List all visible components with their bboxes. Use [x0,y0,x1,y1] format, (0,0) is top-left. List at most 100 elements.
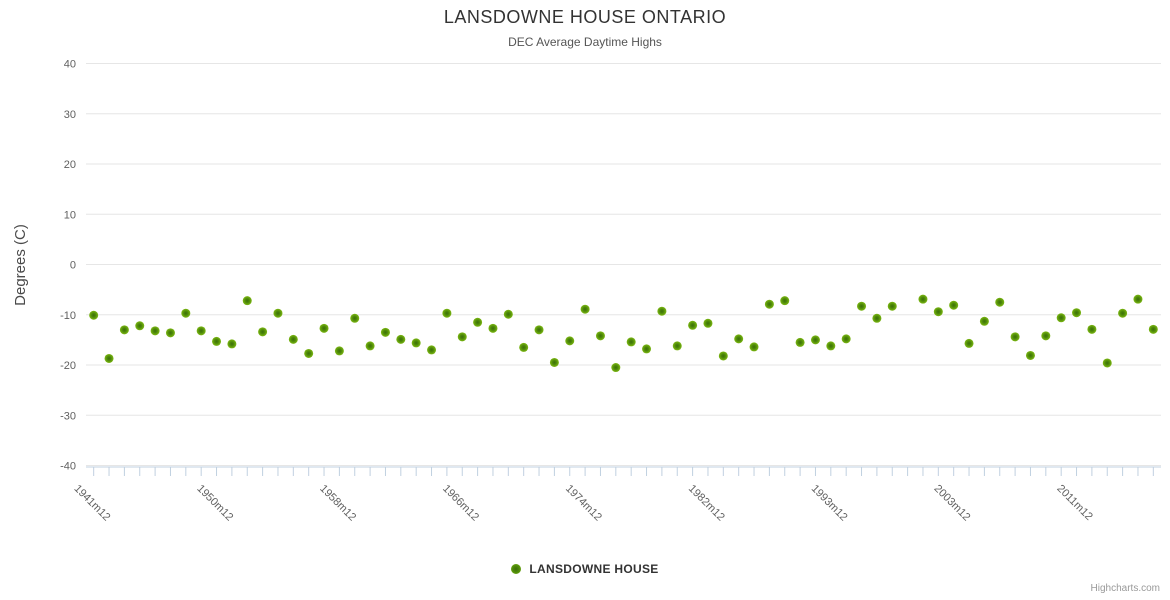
data-point[interactable] [826,341,836,351]
data-point[interactable] [119,325,129,335]
x-tick-label: 1941m12 [72,483,113,524]
data-point[interactable] [595,331,605,341]
x-tick-label: 1974m12 [563,483,604,524]
data-point[interactable] [488,323,498,333]
data-point[interactable] [519,342,529,352]
data-point[interactable] [442,308,452,318]
data-point[interactable] [979,316,989,326]
data-point[interactable] [1118,308,1128,318]
data-point[interactable] [319,323,329,333]
y-tick-label: 10 [64,209,76,221]
data-point[interactable] [795,337,805,347]
data-point[interactable] [549,357,559,367]
x-tick-label: 2003m12 [932,483,973,524]
x-tick-label: 1993m12 [809,483,850,524]
data-point[interactable] [457,332,467,342]
chart-subtitle: DEC Average Daytime Highs [508,35,662,49]
data-point[interactable] [964,338,974,348]
data-point[interactable] [611,363,621,373]
chart-title: LANSDOWNE HOUSE ONTARIO [443,7,727,27]
y-tick-label: 40 [64,59,76,71]
y-tick-label: -10 [60,310,76,322]
data-point[interactable] [1148,324,1158,334]
data-point[interactable] [580,304,590,314]
data-point[interactable] [626,337,636,347]
data-point[interactable] [242,296,252,306]
data-points [89,294,1158,373]
data-point[interactable] [1010,332,1020,342]
data-point[interactable] [365,341,375,351]
y-tick-label: -40 [60,461,76,473]
data-point[interactable] [427,345,437,355]
data-point[interactable] [380,327,390,337]
data-point[interactable] [411,338,421,348]
data-point[interactable] [642,344,652,354]
data-point[interactable] [734,334,744,344]
data-point[interactable] [135,321,145,331]
data-point[interactable] [672,341,682,351]
data-point[interactable] [165,328,175,338]
data-point[interactable] [764,299,774,309]
x-tick-label: 1966m12 [440,483,481,524]
data-point[interactable] [89,310,99,320]
data-point[interactable] [1102,358,1112,368]
data-point[interactable] [150,326,160,336]
data-point[interactable] [1072,308,1082,318]
data-point[interactable] [749,342,759,352]
data-point[interactable] [703,318,713,328]
y-tick-label: -20 [60,360,76,372]
data-point[interactable] [181,308,191,318]
y-tick-label: 30 [64,109,76,121]
data-point[interactable] [918,294,928,304]
highcharts-credit-link[interactable]: Highcharts.com [1090,583,1160,594]
data-point[interactable] [258,327,268,337]
data-point[interactable] [503,309,513,319]
legend-marker-icon [511,564,522,574]
x-tick-label: 1958m12 [317,483,358,524]
data-point[interactable] [212,336,222,346]
gridlines [86,63,1161,466]
data-point[interactable] [534,325,544,335]
data-point[interactable] [780,296,790,306]
legend-label: LANSDOWNE HOUSE [529,562,659,576]
data-point[interactable] [1041,331,1051,341]
data-point[interactable] [949,300,959,310]
data-point[interactable] [887,301,897,311]
data-point[interactable] [841,334,851,344]
data-point[interactable] [304,348,314,358]
y-axis-title: Degrees (C) [12,224,29,306]
x-tick-label: 1982m12 [686,483,727,524]
data-point[interactable] [350,313,360,323]
y-tick-label: 20 [64,159,76,171]
data-point[interactable] [995,297,1005,307]
data-point[interactable] [273,308,283,318]
data-point[interactable] [565,336,575,346]
data-point[interactable] [1087,324,1097,334]
data-point[interactable] [857,301,867,311]
data-point[interactable] [473,317,483,327]
x-axis [86,466,1161,476]
data-point[interactable] [227,339,237,349]
data-point[interactable] [872,313,882,323]
data-point[interactable] [810,335,820,345]
data-point[interactable] [396,334,406,344]
data-point[interactable] [718,351,728,361]
data-point[interactable] [1056,313,1066,323]
y-axis-labels: 40 30 20 10 0 -10 -20 -30 -40 [60,59,76,473]
data-point[interactable] [933,307,943,317]
data-point[interactable] [1133,294,1143,304]
data-point[interactable] [334,346,344,356]
data-point[interactable] [1025,350,1035,360]
legend-item[interactable]: LANSDOWNE HOUSE [0,562,1170,576]
y-tick-label: -30 [60,410,76,422]
data-point[interactable] [657,306,667,316]
x-tick-label: 2011m12 [1054,483,1094,523]
x-axis-labels: 1941m12 1950m12 1958m12 1966m12 1974m12 1982m… [72,483,1095,524]
data-point[interactable] [196,326,206,336]
data-point[interactable] [688,320,698,330]
x-tick-label: 1950m12 [194,483,235,524]
data-point[interactable] [288,334,298,344]
data-point[interactable] [104,353,114,363]
